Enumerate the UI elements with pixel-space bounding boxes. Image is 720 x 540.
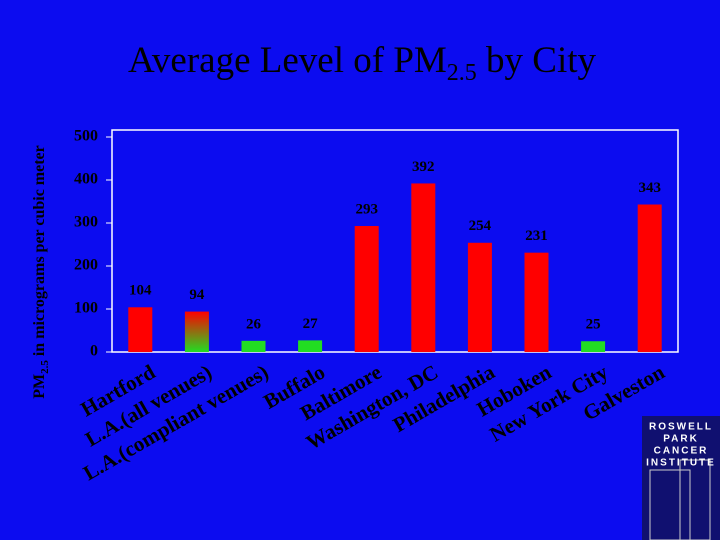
bar bbox=[581, 341, 606, 352]
title-tail: by City bbox=[477, 40, 597, 81]
logo-building bbox=[649, 469, 691, 540]
title-sub: 2.5 bbox=[447, 60, 477, 86]
logo-box bbox=[642, 416, 720, 540]
title-main: Average Level of PM bbox=[128, 40, 447, 81]
y-tick-label: 200 bbox=[74, 257, 98, 274]
y-tick-label: 0 bbox=[90, 343, 98, 360]
value-label: 94 bbox=[189, 287, 205, 303]
logo-text: Park bbox=[663, 434, 699, 445]
y-tick-label: 100 bbox=[74, 300, 98, 317]
value-label: 104 bbox=[129, 283, 152, 299]
value-label: 25 bbox=[586, 317, 601, 333]
logo-text: Institute bbox=[646, 458, 716, 469]
value-label: 392 bbox=[412, 159, 435, 175]
logo bbox=[642, 416, 720, 540]
bar bbox=[241, 340, 266, 352]
ylabel-sub: 2.5 bbox=[39, 360, 51, 374]
y-axis-label: PM2.5 in micrograms per cubic meter bbox=[31, 145, 51, 399]
bar bbox=[128, 307, 153, 352]
chart-title: Average Level of PM2.5 by City bbox=[128, 40, 597, 85]
bar bbox=[298, 340, 323, 352]
y-tick-label: 500 bbox=[74, 128, 98, 145]
ylabel-tail: in micrograms per cubic meter bbox=[31, 145, 48, 360]
bar bbox=[184, 311, 209, 352]
ylabel-main: PM bbox=[31, 374, 48, 399]
bar bbox=[637, 204, 662, 352]
logo-building bbox=[679, 459, 711, 540]
bar bbox=[411, 183, 436, 352]
bar bbox=[524, 252, 549, 352]
value-label: 293 bbox=[355, 201, 378, 217]
logo-text: Roswell bbox=[649, 422, 713, 433]
value-label: 343 bbox=[638, 180, 661, 196]
y-tick-label: 400 bbox=[74, 171, 98, 188]
y-tick-label: 300 bbox=[74, 214, 98, 231]
value-label: 26 bbox=[246, 316, 262, 332]
value-label: 27 bbox=[303, 316, 319, 332]
bar bbox=[467, 242, 492, 352]
plot-frame bbox=[111, 129, 679, 353]
bar bbox=[354, 226, 379, 352]
value-label: 254 bbox=[469, 218, 492, 234]
logo-text: Cancer bbox=[654, 446, 709, 457]
value-label: 231 bbox=[525, 228, 548, 244]
